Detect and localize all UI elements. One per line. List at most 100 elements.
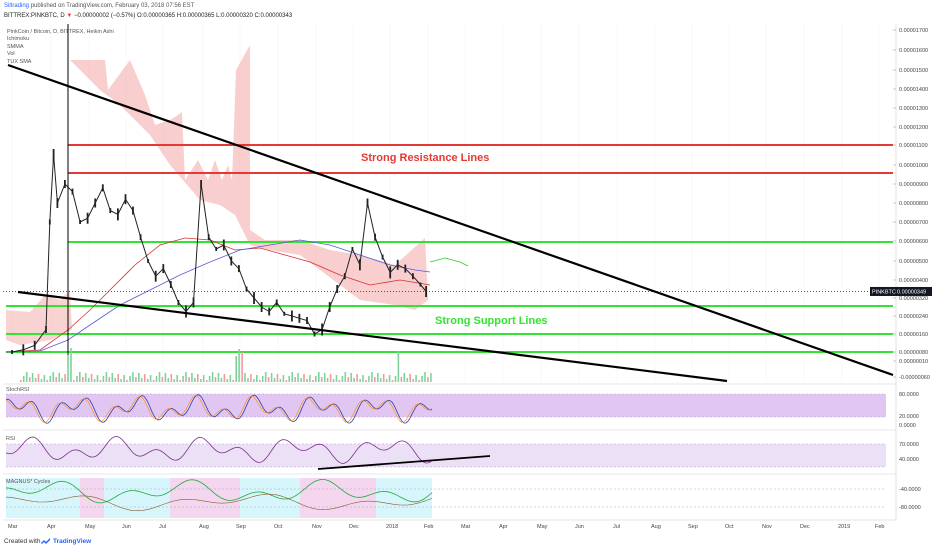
- stochrsi-d-line: [5, 395, 433, 423]
- volume-bar: [427, 377, 429, 382]
- volume-bar: [403, 373, 406, 382]
- volume-bar: [394, 376, 397, 382]
- price-point: [11, 350, 13, 354]
- volume-bar: [353, 378, 355, 382]
- price-point: [253, 292, 255, 304]
- x-axis-label: Apr: [47, 524, 56, 530]
- price-point: [162, 264, 165, 274]
- y-axis-label: 0.00000320: [899, 296, 928, 302]
- lower-wedge-trendline: [17, 290, 728, 383]
- price-point: [359, 259, 361, 271]
- volume-bar: [67, 355, 69, 382]
- legend-title[interactable]: PinkCoin / Bitcoin, D, BITTREX, Heikin A…: [7, 29, 114, 35]
- price-point: [268, 307, 271, 316]
- volume-bar: [232, 380, 234, 382]
- volume-bar: [379, 378, 382, 382]
- stoch-label-0: 0.0000: [899, 423, 916, 429]
- volume-bar: [152, 380, 155, 382]
- volume-bar: [318, 372, 320, 382]
- price-point: [192, 297, 195, 308]
- volume-bar: [371, 372, 373, 382]
- price-point: [185, 305, 187, 318]
- volume-bar: [126, 380, 128, 382]
- symbol-line: BITTREX:PINKBTC, D ▼ −0.00000002 (−0.57%…: [4, 12, 292, 21]
- volume-bar: [158, 372, 161, 382]
- rsi-trendline: [317, 455, 491, 470]
- volume-bar: [70, 348, 72, 382]
- y-axis-label: 0.00001000: [899, 163, 928, 169]
- volume-bar: [205, 380, 208, 382]
- legend-item-ichimoku[interactable]: Ichimoku: [7, 36, 30, 43]
- rsi-pane-label: RSI: [6, 436, 16, 442]
- price-point: [71, 188, 74, 195]
- price-pane[interactable]: [3, 24, 896, 382]
- legend-item-vol[interactable]: Vol: [7, 51, 15, 58]
- price-point: [52, 149, 55, 161]
- volume-bar: [49, 376, 52, 382]
- volume-bar: [288, 376, 290, 382]
- volume-bar: [102, 376, 105, 382]
- price-point: [139, 234, 142, 241]
- volume-bar: [267, 377, 270, 382]
- stochrsi-pane-label: StochRSI: [6, 387, 30, 393]
- volume-bar: [276, 374, 279, 382]
- volume-bar: [90, 374, 93, 382]
- change-value: −0.00000002 (−0.57%): [73, 13, 136, 19]
- volume-bar: [332, 379, 335, 382]
- stoch-label-80: 80.0000: [899, 392, 919, 398]
- price-point: [313, 331, 316, 337]
- price-point: [328, 302, 331, 312]
- price-point: [64, 180, 66, 188]
- x-axis-label: Mar: [8, 524, 18, 530]
- volume-bar: [350, 373, 352, 382]
- volume-bar: [135, 377, 137, 382]
- x-axis-label: Feb: [875, 524, 884, 530]
- volume-bar: [146, 379, 149, 382]
- volume-bar: [235, 356, 237, 382]
- volume-bar: [123, 375, 125, 382]
- magnus-pane-label: MAGNUS* Cycles: [6, 479, 51, 485]
- volume-bar: [217, 373, 220, 382]
- volume-bar: [270, 373, 273, 382]
- volume-bar: [185, 372, 187, 382]
- magnus-band: [104, 478, 170, 518]
- y-axis-label: 0.00000160: [899, 332, 928, 338]
- tradingview-brand-link[interactable]: TradingView: [53, 538, 92, 545]
- volume-bar: [359, 379, 361, 382]
- volume-bar: [424, 372, 426, 382]
- volume-bar: [362, 375, 364, 382]
- price-point: [351, 247, 354, 251]
- magnus-label-40: -40.0000: [899, 487, 921, 493]
- volume-bar: [120, 379, 122, 382]
- volume-bar: [261, 376, 264, 382]
- x-axis-label: 2018: [386, 524, 398, 530]
- footer: Created with TradingView: [0, 533, 932, 550]
- price-point: [336, 285, 339, 293]
- volume-bar: [220, 378, 223, 382]
- y-axis-label: 0.00000800: [899, 201, 928, 207]
- y-axis-label: 0.00000700: [899, 220, 928, 226]
- price-tag: [870, 286, 932, 296]
- author-link[interactable]: Siltrading: [4, 3, 30, 9]
- volume-bar: [197, 374, 199, 382]
- volume-bar: [344, 372, 347, 382]
- volume-bar: [294, 377, 296, 382]
- price-point: [275, 299, 278, 306]
- volume-bar: [306, 379, 308, 382]
- price-point: [45, 326, 47, 333]
- y-axis-label: 0.00000900: [899, 182, 928, 188]
- volume-bar: [303, 374, 305, 382]
- price-point: [33, 340, 36, 350]
- price-point: [366, 198, 369, 208]
- volume-bar: [377, 373, 379, 382]
- volume-bar: [58, 373, 60, 382]
- legend-item-tux-sma[interactable]: TUX SMA: [7, 58, 32, 65]
- price-point: [260, 302, 263, 312]
- price-point: [222, 239, 225, 251]
- legend-item-smma[interactable]: SMMA: [7, 43, 24, 50]
- volume-bar: [279, 379, 282, 382]
- ichimoku-cloud-early: [6, 290, 72, 345]
- volume-bar: [273, 378, 276, 382]
- price-series-line: [11, 154, 427, 353]
